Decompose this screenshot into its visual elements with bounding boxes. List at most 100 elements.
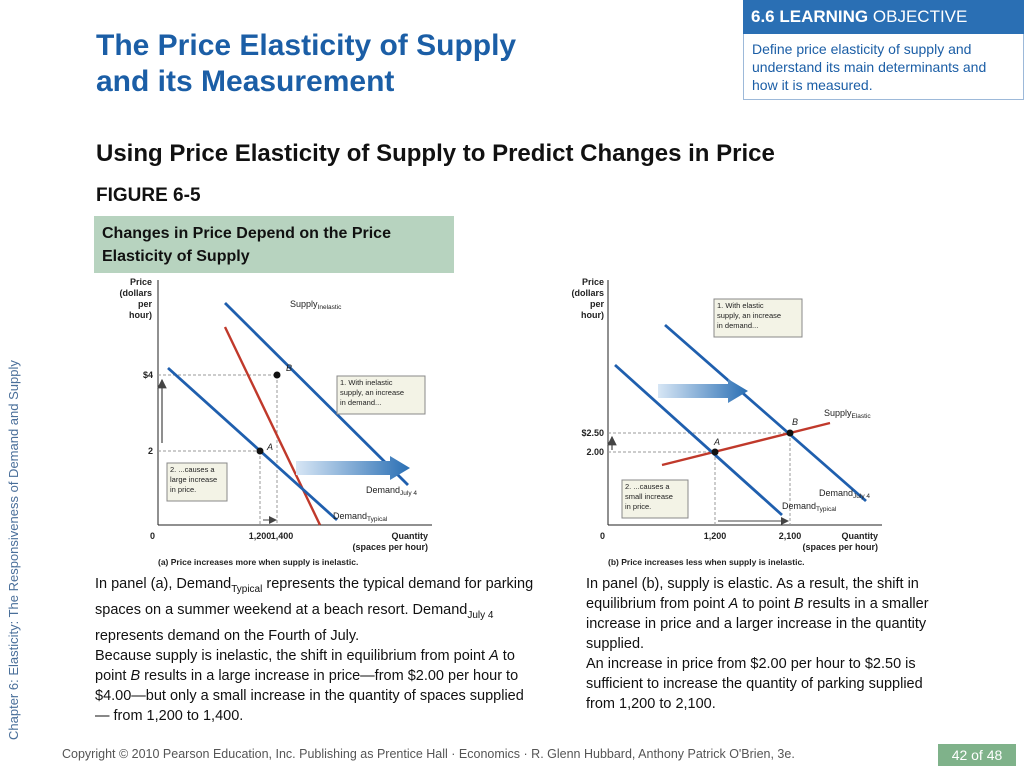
xlabel-a-1: (spaces per hour) xyxy=(352,542,428,552)
label-demand-typical-a: DemandTypical xyxy=(333,511,388,523)
shift-arrow-a xyxy=(296,456,410,480)
text-a-p2-post: results in a large increase in price—fro… xyxy=(95,667,524,724)
text-a-p1-mid: represents the typical demand for parkin… xyxy=(95,576,534,618)
demand-typical-a-sub: Typical xyxy=(367,516,388,523)
demand-july4-a-line xyxy=(224,302,409,486)
note-box-b-2 xyxy=(621,479,689,519)
objective-strong: LEARNING xyxy=(779,7,869,26)
panel-a-description: In panel (a), DemandTypical represents t… xyxy=(95,574,535,726)
demand-july4-a-name: Demand xyxy=(366,485,400,495)
text-a-p1-sub2: July 4 xyxy=(467,609,494,621)
ytick-a-2: 2 xyxy=(148,446,153,456)
origin-label-b: 0 xyxy=(600,531,605,541)
copyright-footer: Copyright © 2010 Pearson Education, Inc.… xyxy=(62,747,795,761)
figure-caption: Changes in Price Depend on the Price Ela… xyxy=(94,216,454,273)
note-a-1: 1. With inelastic supply, an increase in… xyxy=(340,378,406,407)
note-a-2: 2. ...causes a large increase in price. xyxy=(170,465,219,494)
objective-number: 6.6 xyxy=(751,7,775,26)
label-supply-elastic: SupplyElastic xyxy=(824,408,871,420)
supply-inelastic-line xyxy=(223,326,322,526)
label-supply-inelastic: SupplyInelastic xyxy=(290,299,342,311)
chart-panel-a: Price (dollars per hour) 0 $4 2 1,200 1,… xyxy=(119,277,432,567)
chapter-sidebar: Chapter 6: Elasticity: The Responsivenes… xyxy=(6,360,21,740)
text-a-p2-a: A xyxy=(489,647,499,664)
note-box-b-1 xyxy=(713,298,803,338)
label-demand-july4-b: DemandJuly 4 xyxy=(819,488,870,500)
point-a-panel-b xyxy=(711,448,719,456)
text-b-p1-b: B xyxy=(793,596,804,612)
text-a-p2-pre: Because supply is inelastic, the shift i… xyxy=(95,647,490,664)
section-subtitle: Using Price Elasticity of Supply to Pred… xyxy=(96,140,775,167)
panel-b-description: In panel (b), supply is elastic. As a re… xyxy=(586,574,931,714)
label-demand-july4-a: DemandJuly 4 xyxy=(366,485,417,497)
point-b-label-panel-a: B xyxy=(286,363,292,373)
demand-july4-b-name: Demand xyxy=(819,488,853,498)
ylabel-a-1: (dollars xyxy=(119,288,152,298)
shift-arrow-b xyxy=(658,379,748,403)
demand-july4-b-sub: July 4 xyxy=(853,493,870,500)
xtick-a-1400: 1,400 xyxy=(271,531,294,541)
ylabel-b-0: Price xyxy=(582,277,604,287)
text-b-p1-pre: In panel (b), supply is elastic. As a re… xyxy=(586,576,919,612)
xtick-a-1200: 1,200 xyxy=(249,531,272,541)
text-a-p1-post: represents demand on the Fourth of July. xyxy=(95,627,360,644)
xtick-b-1200: 1,200 xyxy=(704,531,727,541)
ylabel-b-1: (dollars xyxy=(571,288,604,298)
text-b-p1-post: results in a smaller increase in price a… xyxy=(586,596,929,652)
page-title: The Price Elasticity of Supply and its M… xyxy=(96,28,516,100)
xlabel-b-0: Quantity xyxy=(841,531,878,541)
panel-b-para-1: In panel (b), supply is elastic. As a re… xyxy=(586,574,931,654)
text-a-p1-sub: Typical xyxy=(231,583,263,595)
demand-july4-b-line xyxy=(664,323,867,503)
text-b-p1-a: A xyxy=(728,596,739,612)
demand-typical-a-name: Demand xyxy=(333,511,367,521)
learning-objective-text: Define price elasticity of supply and un… xyxy=(743,34,1024,100)
point-a-label-panel-b: A xyxy=(713,437,720,447)
learning-objective-header: 6.6 LEARNING OBJECTIVE xyxy=(743,0,1024,34)
ytick-a-4: $4 xyxy=(143,370,153,380)
label-demand-typical-b: DemandTypical xyxy=(782,501,837,513)
text-b-p1-mid: to point xyxy=(738,596,794,612)
chart-panel-b: Price (dollars per hour) 0 $2.50 2.00 1,… xyxy=(571,277,882,567)
ylabel-a-2: per xyxy=(138,299,153,309)
xlabel-a-0: Quantity xyxy=(391,531,428,541)
point-b-panel-b xyxy=(786,429,794,437)
demand-typical-b-sub: Typical xyxy=(816,506,837,513)
note-b-1: 1. With elastic supply, an increase in d… xyxy=(717,301,783,330)
demand-typical-b-name: Demand xyxy=(782,501,816,511)
ylabel-a-3: hour) xyxy=(129,310,152,320)
demand-july4-a-sub: July 4 xyxy=(400,490,417,497)
demand-typical-b-line xyxy=(614,363,783,517)
panel-b-para-2: An increase in price from $2.00 per hour… xyxy=(586,656,923,712)
ylabel-b-2: per xyxy=(590,299,605,309)
supply-inelastic-name: Supply xyxy=(290,299,318,309)
ylabel-b-3: hour) xyxy=(581,310,604,320)
text-a-p2-mid: to point xyxy=(95,647,515,684)
point-b-panel-a xyxy=(273,371,281,379)
panel-a-para-1: In panel (a), DemandTypical represents t… xyxy=(95,574,535,646)
ylabel-a-0: Price xyxy=(130,277,152,287)
point-a-panel-a xyxy=(256,447,264,455)
note-box-a-2 xyxy=(166,462,228,502)
figure-label: FIGURE 6-5 xyxy=(96,185,201,206)
text-a-p2-b: B xyxy=(130,667,141,684)
learning-objective-box: 6.6 LEARNING OBJECTIVE Define price elas… xyxy=(743,0,1024,100)
xlabel-b-1: (spaces per hour) xyxy=(802,542,878,552)
supply-inelastic-sub: Inelastic xyxy=(318,304,343,311)
xtick-b-2100: 2,100 xyxy=(779,531,802,541)
caption-a: (a) Price increases more when supply is … xyxy=(158,557,358,567)
page-number: 42 of 48 xyxy=(938,744,1016,766)
caption-b: (b) Price increases less when supply is … xyxy=(608,557,805,567)
note-b-2: 2. ...causes a small increase in price. xyxy=(625,482,675,511)
point-b-label-panel-b: B xyxy=(792,417,798,427)
supply-elastic-sub: Elastic xyxy=(852,413,872,420)
point-a-label-panel-a: A xyxy=(266,442,273,452)
origin-label-a: 0 xyxy=(150,531,155,541)
page-title-line2: and its Measurement xyxy=(96,65,395,98)
panel-a-para-2: Because supply is inelastic, the shift i… xyxy=(95,646,535,726)
supply-elastic-line xyxy=(661,421,831,467)
objective-label: OBJECTIVE xyxy=(872,7,968,26)
ytick-b-250: $2.50 xyxy=(581,428,604,438)
page-title-line1: The Price Elasticity of Supply xyxy=(96,29,517,62)
demand-typical-a-line xyxy=(167,366,338,522)
